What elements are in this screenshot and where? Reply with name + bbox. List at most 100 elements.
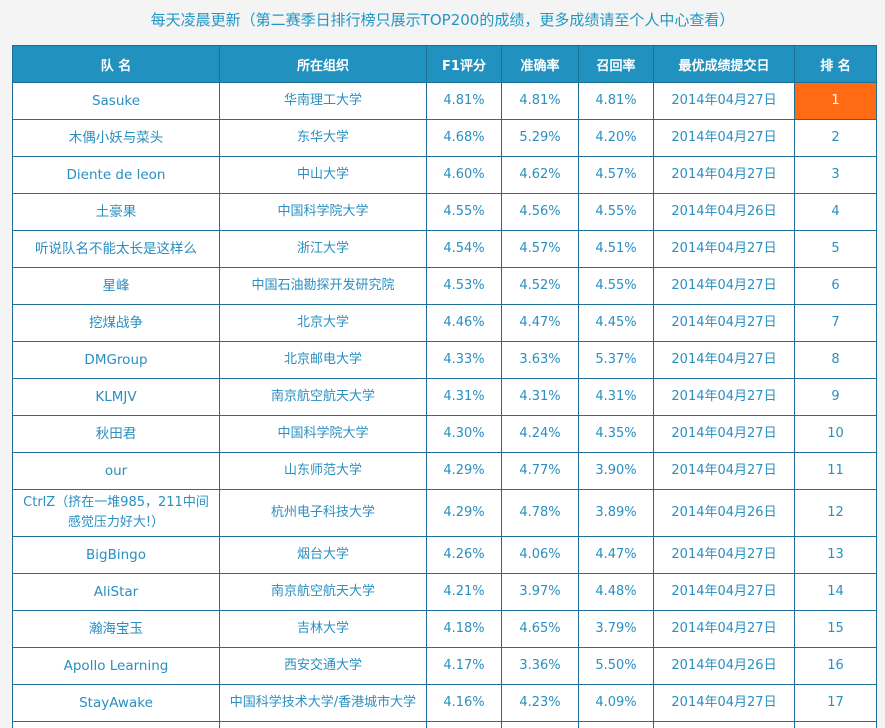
best-submission-date	[653, 721, 795, 728]
precision-value: 4.52%	[501, 267, 579, 305]
f1-score: 4.33%	[426, 341, 502, 379]
table-row: 队友觉得原来的队名不够酷，你	[12, 721, 877, 728]
recall-value: 4.57%	[578, 156, 654, 194]
f1-score: 4.53%	[426, 267, 502, 305]
precision-value: 4.57%	[501, 230, 579, 268]
recall-value: 4.31%	[578, 378, 654, 416]
precision-value: 5.29%	[501, 119, 579, 157]
team-name: Sasuke	[12, 82, 220, 120]
precision-value: 4.77%	[501, 452, 579, 490]
team-organization: 华南理工大学	[219, 82, 427, 120]
team-organization: 中山大学	[219, 156, 427, 194]
recall-value: 4.55%	[578, 267, 654, 305]
recall-value: 4.45%	[578, 304, 654, 342]
team-organization: 西安交通大学	[219, 647, 427, 685]
f1-score: 4.31%	[426, 378, 502, 416]
recall-value: 4.20%	[578, 119, 654, 157]
team-name: Apollo Learning	[12, 647, 220, 685]
rank-value: 8	[794, 341, 877, 379]
team-name: CtrlZ（挤在一堆985，211中间感觉压力好大!）	[12, 489, 220, 537]
recall-value: 4.35%	[578, 415, 654, 453]
f1-score: 4.68%	[426, 119, 502, 157]
table-row: 木偶小妖与菜头 东华大学 4.68% 5.29% 4.20% 2014年04月27日 2	[12, 119, 877, 157]
team-organization: 杭州电子科技大学	[219, 489, 427, 537]
best-submission-date: 2014年04月27日	[653, 610, 795, 648]
team-name: 队友觉得原来的队名不够酷，你	[12, 721, 220, 728]
recall-value: 3.90%	[578, 452, 654, 490]
rank-value: 16	[794, 647, 877, 685]
precision-value: 3.97%	[501, 573, 579, 611]
recall-value: 4.51%	[578, 230, 654, 268]
best-submission-date: 2014年04月27日	[653, 415, 795, 453]
best-submission-date: 2014年04月27日	[653, 267, 795, 305]
precision-value: 3.36%	[501, 647, 579, 685]
rank-value: 2	[794, 119, 877, 157]
team-name: 听说队名不能太长是这样么	[12, 230, 220, 268]
team-organization	[219, 721, 427, 728]
table-row: 挖煤战争 北京大学 4.46% 4.47% 4.45% 2014年04月27日 7	[12, 304, 877, 342]
best-submission-date: 2014年04月26日	[653, 647, 795, 685]
recall-value: 3.79%	[578, 610, 654, 648]
rank-value: 14	[794, 573, 877, 611]
f1-score: 4.60%	[426, 156, 502, 194]
update-notice: 每天凌晨更新（第二赛季日排行榜只展示TOP200的成绩，更多成绩请至个人中心查看…	[150, 11, 735, 29]
rank-value: 17	[794, 684, 877, 722]
f1-score: 4.26%	[426, 536, 502, 574]
team-name: DMGroup	[12, 341, 220, 379]
table-header-row: 队 名 所在组织 F1评分 准确率 召回率 最优成绩提交日 排 名	[12, 45, 877, 83]
header-rank: 排 名	[794, 45, 877, 83]
table-row: our 山东师范大学 4.29% 4.77% 3.90% 2014年04月27日 11	[12, 452, 877, 490]
header-f1: F1评分	[426, 45, 502, 83]
recall-value: 4.47%	[578, 536, 654, 574]
team-organization: 中国科学技术大学/香港城市大学	[219, 684, 427, 722]
team-name: 挖煤战争	[12, 304, 220, 342]
f1-score: 4.17%	[426, 647, 502, 685]
best-submission-date: 2014年04月27日	[653, 82, 795, 120]
f1-score: 4.81%	[426, 82, 502, 120]
recall-value	[578, 721, 654, 728]
f1-score: 4.29%	[426, 489, 502, 537]
f1-score: 4.55%	[426, 193, 502, 231]
precision-value: 3.63%	[501, 341, 579, 379]
best-submission-date: 2014年04月27日	[653, 684, 795, 722]
team-name: 木偶小妖与菜头	[12, 119, 220, 157]
best-submission-date: 2014年04月27日	[653, 573, 795, 611]
precision-value	[501, 721, 579, 728]
table-row: 秋田君 中国科学院大学 4.30% 4.24% 4.35% 2014年04月27日 10	[12, 415, 877, 453]
precision-value: 4.24%	[501, 415, 579, 453]
team-organization: 中国科学院大学	[219, 415, 427, 453]
best-submission-date: 2014年04月27日	[653, 341, 795, 379]
recall-value: 4.09%	[578, 684, 654, 722]
best-submission-date: 2014年04月26日	[653, 489, 795, 537]
f1-score: 4.29%	[426, 452, 502, 490]
rank-value: 11	[794, 452, 877, 490]
team-name: Diente de leon	[12, 156, 220, 194]
rank-value: 6	[794, 267, 877, 305]
best-submission-date: 2014年04月27日	[653, 378, 795, 416]
table-row: DMGroup 北京邮电大学 4.33% 3.63% 5.37% 2014年04月27日 8	[12, 341, 877, 379]
team-name: 星峰	[12, 267, 220, 305]
precision-value: 4.56%	[501, 193, 579, 231]
rank-value: 10	[794, 415, 877, 453]
f1-score: 4.46%	[426, 304, 502, 342]
best-submission-date: 2014年04月26日	[653, 193, 795, 231]
team-organization: 浙江大学	[219, 230, 427, 268]
team-name: StayAwake	[12, 684, 220, 722]
header-organization: 所在组织	[219, 45, 427, 83]
f1-score: 4.30%	[426, 415, 502, 453]
rank-value: 13	[794, 536, 877, 574]
precision-value: 4.78%	[501, 489, 579, 537]
team-name: 瀚海宝玉	[12, 610, 220, 648]
rank-value: 3	[794, 156, 877, 194]
table-row: StayAwake 中国科学技术大学/香港城市大学 4.16% 4.23% 4.09% 2…	[12, 684, 877, 722]
team-name: KLMJV	[12, 378, 220, 416]
rank-value: 4	[794, 193, 877, 231]
team-name: our	[12, 452, 220, 490]
table-row: KLMJV 南京航空航天大学 4.31% 4.31% 4.31% 2014年04月27日 9	[12, 378, 877, 416]
table-row: 土豪果 中国科学院大学 4.55% 4.56% 4.55% 2014年04月26日 4	[12, 193, 877, 231]
recall-value: 5.50%	[578, 647, 654, 685]
table-row: 瀚海宝玉 吉林大学 4.18% 4.65% 3.79% 2014年04月27日 15	[12, 610, 877, 648]
precision-value: 4.47%	[501, 304, 579, 342]
best-submission-date: 2014年04月27日	[653, 536, 795, 574]
